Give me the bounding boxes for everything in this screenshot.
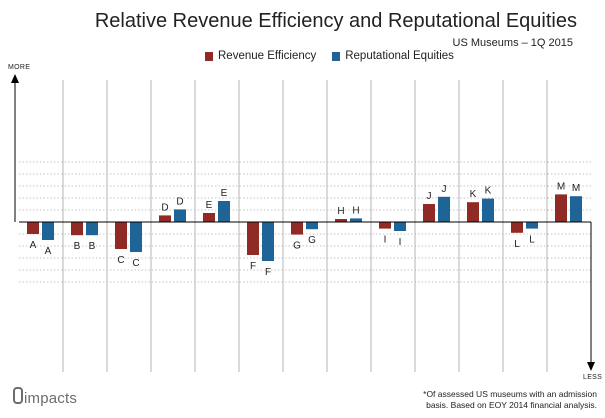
bar-label-reputation-m: M (572, 183, 580, 194)
bar-label-reputation-k: K (485, 186, 492, 197)
bar-revenue-a (27, 222, 39, 234)
chart-title: Relative Revenue Efficiency and Reputati… (94, 10, 577, 32)
bar-label-reputation-j: J (442, 184, 447, 195)
bar-reputation-h (350, 218, 362, 222)
bar-label-reputation-c: C (132, 258, 139, 269)
legend-item-reputation: Reputational Equities (332, 50, 454, 62)
bar-revenue-f (247, 222, 259, 255)
bar-label-revenue-e: E (206, 200, 213, 211)
bar-reputation-b (86, 222, 98, 236)
axis-bottom-label: LESS (583, 374, 603, 381)
bar-revenue-g (291, 222, 303, 235)
bar-label-revenue-g: G (293, 241, 301, 252)
legend-swatch-revenue (205, 51, 213, 61)
bar-reputation-d (174, 209, 186, 222)
bar-label-revenue-a: A (30, 240, 37, 251)
bar-revenue-i (379, 222, 391, 229)
bar-label-reputation-f: F (265, 267, 271, 278)
bar-revenue-j (423, 204, 435, 222)
footnote: *Of assessed US museums with an admissio… (423, 389, 597, 410)
legend-swatch-reputation (332, 51, 341, 61)
bar-label-reputation-b: B (89, 241, 96, 252)
impacts-logo: impacts (13, 387, 77, 407)
axis-up-arrow-icon (11, 74, 19, 83)
legend-item-revenue: Revenue Efficiency (205, 50, 316, 62)
axis-top-label: MORE (8, 64, 31, 71)
bar-label-reputation-d: D (176, 196, 183, 207)
bar-revenue-e (203, 213, 215, 222)
bar-reputation-f (262, 222, 274, 261)
bar-reputation-l (526, 222, 538, 229)
bar-reputation-a (42, 222, 54, 240)
bar-revenue-d (159, 215, 171, 222)
bar-label-revenue-h: H (337, 206, 344, 217)
bar-revenue-c (115, 222, 127, 249)
bar-revenue-l (511, 222, 523, 233)
bar-reputation-i (394, 222, 406, 231)
axis-down-arrow-icon (587, 362, 595, 371)
bar-label-revenue-c: C (117, 255, 124, 266)
bar-reputation-g (306, 222, 318, 230)
bar-label-reputation-h: H (352, 205, 359, 216)
bar-reputation-m (570, 196, 582, 222)
bar-label-revenue-m: M (557, 181, 565, 192)
bar-label-reputation-g: G (308, 235, 316, 246)
bar-label-revenue-b: B (74, 241, 81, 252)
bar-reputation-e (218, 201, 230, 222)
bar-label-reputation-a: A (45, 246, 52, 257)
bar-reputation-j (438, 196, 450, 222)
bar-revenue-k (467, 202, 479, 222)
bar-reputation-c (130, 222, 142, 252)
bar-label-reputation-l: L (529, 235, 535, 246)
logo-mark-icon (13, 387, 23, 404)
legend-label-revenue: Revenue Efficiency (218, 50, 317, 62)
legend-label-reputation: Reputational Equities (345, 50, 454, 62)
bar-label-reputation-i: I (399, 237, 402, 248)
bar-revenue-b (71, 222, 83, 236)
legend: Revenue Efficiency Reputational Equities (205, 50, 454, 62)
bar-label-revenue-f: F (250, 261, 256, 272)
bar-label-revenue-i: I (384, 235, 387, 246)
logo-text: impacts (24, 390, 78, 407)
bar-label-reputation-e: E (221, 188, 228, 199)
bar-label-revenue-d: D (161, 202, 168, 213)
bar-label-revenue-l: L (514, 239, 520, 250)
bar-label-revenue-j: J (427, 191, 432, 202)
bar-revenue-m (555, 194, 567, 222)
bar-label-revenue-k: K (470, 189, 477, 200)
bar-revenue-h (335, 219, 347, 222)
chart-subtitle: US Museums – 1Q 2015 (452, 37, 573, 49)
bar-reputation-k (482, 198, 494, 222)
